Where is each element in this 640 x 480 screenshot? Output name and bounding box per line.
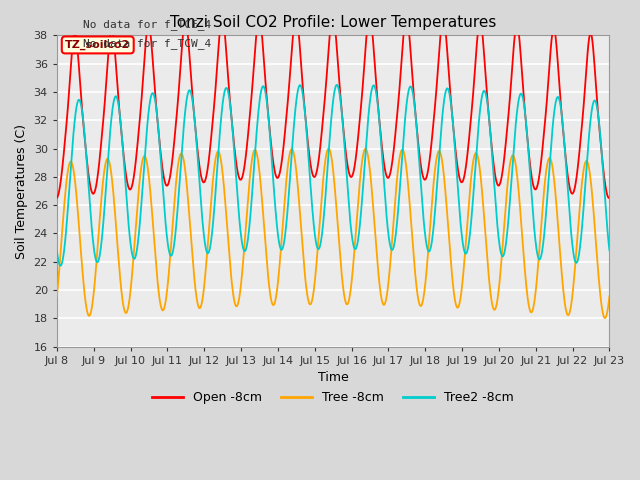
- Legend: Open -8cm, Tree -8cm, Tree2 -8cm: Open -8cm, Tree -8cm, Tree2 -8cm: [147, 386, 519, 409]
- Text: TZ_soilco2: TZ_soilco2: [65, 40, 131, 50]
- X-axis label: Time: Time: [318, 372, 349, 384]
- Text: No data for f_TCE_4: No data for f_TCE_4: [83, 19, 211, 30]
- Text: No data for f_TCW_4: No data for f_TCW_4: [83, 38, 211, 49]
- Title: Tonzi Soil CO2 Profile: Lower Temperatures: Tonzi Soil CO2 Profile: Lower Temperatur…: [170, 15, 497, 30]
- Y-axis label: Soil Temperatures (C): Soil Temperatures (C): [15, 123, 28, 259]
